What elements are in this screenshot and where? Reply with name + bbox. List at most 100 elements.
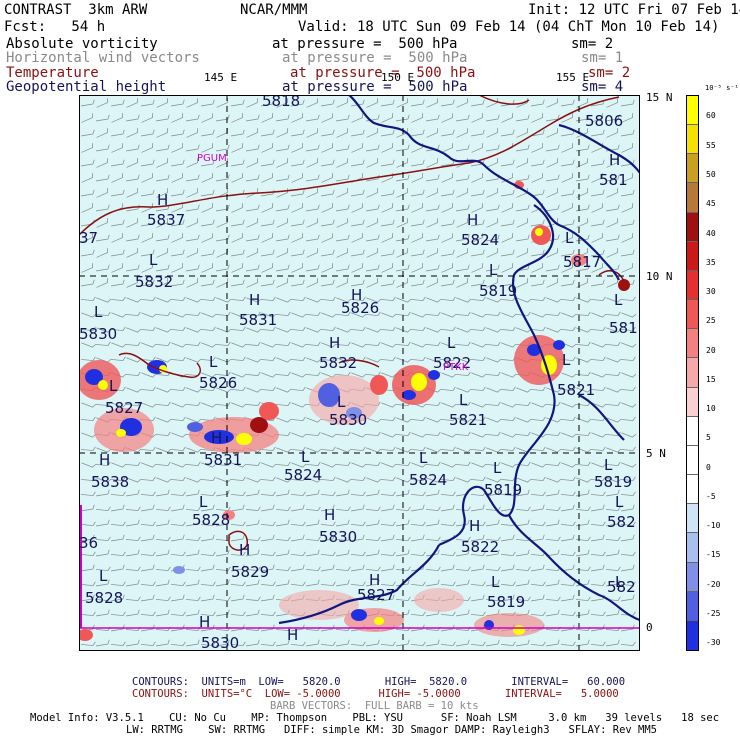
vorticity-cluster-northeast <box>514 181 630 291</box>
high-marker: H <box>211 429 222 447</box>
height-value-label: 5827 <box>357 586 395 604</box>
model-info: Model Info: V3.5.1 CU: No Cu MP: Thompso… <box>30 712 720 724</box>
colorbar-swatch <box>687 562 698 592</box>
field-name-height: Geopotential height <box>6 79 167 95</box>
height-value-label: 582 <box>607 513 636 531</box>
height-value-label: 5817 <box>563 253 601 271</box>
height-value-label: 5821 <box>557 381 595 399</box>
colorbar-swatch <box>687 620 698 650</box>
height-value-label: 5819 <box>484 481 522 499</box>
colorbar-swatch <box>687 416 698 446</box>
valid-time: Valid: 18 UTC Sun 09 Feb 14 (04 ChT Mon … <box>298 19 720 35</box>
contour-info-temperature: CONTOURS: UNITS=°C LOW= -5.0000 HIGH= -5… <box>132 688 619 700</box>
forecast-hour: Fcst: 54 h <box>4 19 106 35</box>
height-value-label: 5838 <box>91 473 129 491</box>
height-value-label: 5837 <box>147 211 185 229</box>
colorbar-tick-label: 25 <box>706 316 716 326</box>
height-value-label: 5824 <box>461 231 499 249</box>
colorbar-swatch <box>687 358 698 388</box>
vorticity-cluster-center-west <box>187 402 279 453</box>
model-title: CONTRAST 3km ARW <box>4 2 148 18</box>
height-value-label: 5826 <box>341 299 379 317</box>
low-marker: L <box>565 229 574 247</box>
height-value-label: 5819 <box>487 593 525 611</box>
high-marker: H <box>287 626 298 644</box>
high-marker: H <box>249 291 260 309</box>
field-sm-vorticity: sm= 2 <box>571 36 614 52</box>
height-value-label: 5827 <box>105 399 143 417</box>
colorbar-swatch <box>687 270 698 301</box>
height-value-label: 5819 <box>594 473 632 491</box>
height-value-label: 37 <box>79 229 98 247</box>
colorbar-tick-label: 50 <box>706 170 716 179</box>
colorbar-swatch <box>687 96 698 126</box>
colorbar-swatch <box>687 125 698 155</box>
low-marker: L <box>493 459 502 477</box>
colorbar-tick-label: 20 <box>706 345 716 355</box>
org-label: NCAR/MMM <box>240 2 308 18</box>
colorbar-swatch <box>687 183 698 213</box>
lon-label-145: 145 E <box>204 71 238 84</box>
model-info-physics: LW: RRTMG SW: RRTMG DIFF: simple KM: 3D … <box>126 724 658 736</box>
high-marker: H <box>239 541 250 559</box>
height-value-label: 5830 <box>79 325 117 343</box>
height-value-label: 5829 <box>231 563 269 581</box>
colorbar-swatch <box>687 300 698 330</box>
colorbar-tick-label: 30 <box>706 287 716 297</box>
colorbar-swatch <box>687 154 698 184</box>
colorbar-tick-label: -10 <box>706 521 721 531</box>
high-marker: H <box>369 571 380 589</box>
low-marker: L <box>615 573 624 591</box>
low-marker: L <box>614 291 623 309</box>
field-level-wind: at pressure = 500 hPa <box>282 50 468 66</box>
low-marker: L <box>562 351 571 369</box>
low-marker: L <box>109 377 118 395</box>
colorbar-tick-label: 0 <box>706 462 711 472</box>
low-marker: L <box>447 334 456 352</box>
height-value-label: 5818 <box>262 95 300 110</box>
field-sm-height: sm= 4 <box>581 79 624 95</box>
station-pgum: PGUM <box>197 153 227 164</box>
colorbar-tick-label: -25 <box>706 608 721 618</box>
lat-label-10n: 10 N <box>646 270 673 283</box>
colorbar-swatch <box>687 212 698 242</box>
init-time: Init: 12 UTC Fri 07 Feb 14 <box>528 2 740 18</box>
low-marker: L <box>491 573 500 591</box>
low-marker: L <box>337 393 346 411</box>
high-marker: H <box>157 191 168 209</box>
height-value-label: 582 <box>607 578 636 596</box>
high-marker: H <box>329 334 340 352</box>
field-name-vorticity: Absolute vorticity <box>6 36 158 52</box>
colorbar-swatch <box>687 329 698 359</box>
colorbar-tick-label: 45 <box>706 199 716 209</box>
vorticity-cluster-west <box>79 360 167 452</box>
lon-label-150: 150 E <box>381 71 415 84</box>
field-level-temperature: at pressure = 500 hPa <box>290 65 476 81</box>
low-marker: L <box>94 303 103 321</box>
height-contours <box>278 95 640 625</box>
colorbar-swatch <box>687 475 698 505</box>
colorbar-tick-label: 60 <box>706 111 716 121</box>
height-value-label: 5822 <box>461 538 499 556</box>
height-value-label: 36 <box>79 534 98 552</box>
height-value-label: 5828 <box>85 589 123 607</box>
contour-info-height: CONTOURS: UNITS=m LOW= 5820.0 HIGH= 5820… <box>132 676 626 688</box>
high-marker: H <box>199 613 210 631</box>
low-marker: L <box>615 493 624 511</box>
colorbar-swatch <box>687 504 698 534</box>
lat-label-15n: 15 N <box>646 91 673 104</box>
colorbar-tick-label: -20 <box>706 579 721 589</box>
colorbar-tick-label: 10 <box>706 404 716 414</box>
colorbar-tick-label: 55 <box>706 140 716 150</box>
height-value-label: 5830 <box>201 634 239 651</box>
high-marker: H <box>467 211 478 229</box>
colorbar-tick-label: 40 <box>706 228 716 238</box>
high-marker: H <box>324 506 335 524</box>
field-name-wind: Horizontal wind vectors <box>6 50 200 66</box>
height-value-label: 5826 <box>199 374 237 392</box>
colorbar-swatch <box>687 241 698 271</box>
low-marker: L <box>199 493 208 511</box>
field-level-vorticity: at pressure = 500 hPa <box>272 36 458 52</box>
field-level-height: at pressure = 500 hPa <box>282 79 468 95</box>
